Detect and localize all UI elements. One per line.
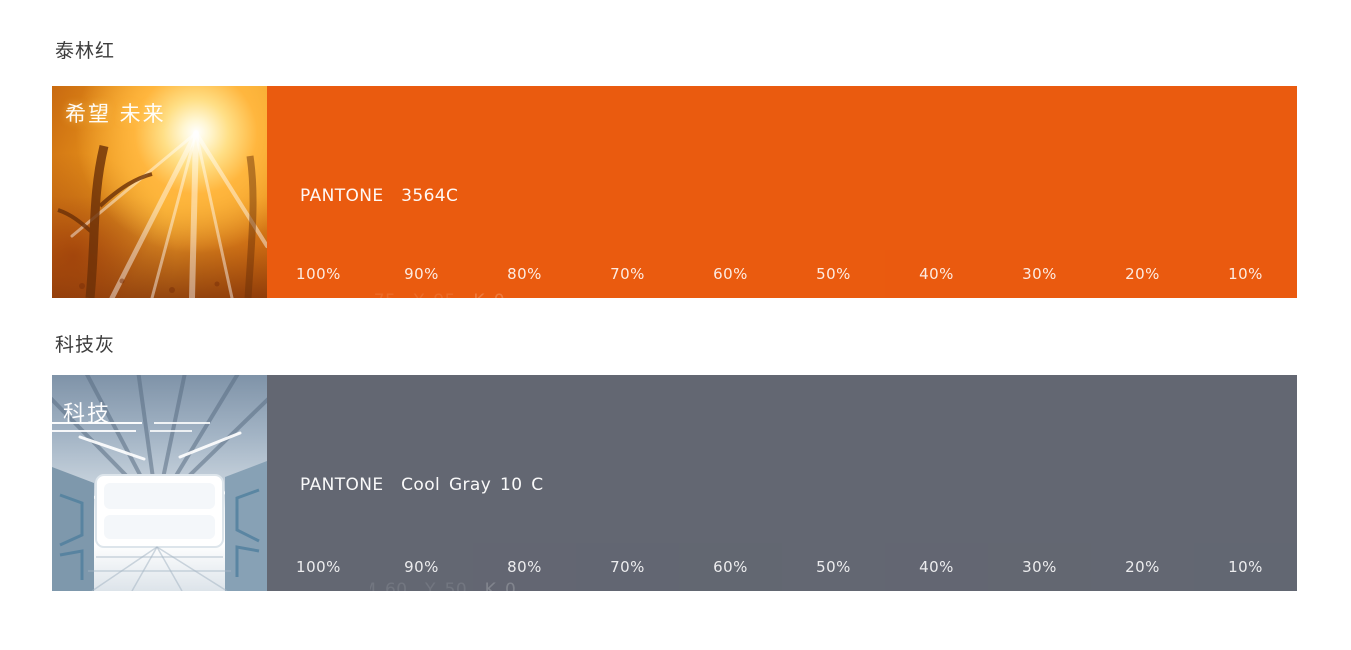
- primary-color-panel: PANTONE 3564C C 0 M 75 Y 95 K 0 R 255 G …: [267, 86, 1297, 416]
- tint-swatch: 80%: [473, 543, 576, 591]
- pantone-value: PANTONE Cool Gray 10 C: [300, 475, 544, 495]
- primary-color-band: 希望 未来 PANTONE 3564C C 0 M 75 Y 95 K 0 R …: [52, 86, 1297, 416]
- image-slogan-text: 希望 未来: [65, 102, 166, 126]
- tint-swatch: 10%: [1194, 543, 1297, 591]
- tint-swatch: 40%: [885, 543, 988, 591]
- tint-swatch: 80%: [473, 250, 576, 298]
- tint-scale: 100% 90% 80% 70% 60% 50% 40% 30% 20% 10%: [267, 250, 1297, 298]
- caption-underline: [52, 422, 210, 424]
- tint-swatch: 50%: [782, 543, 885, 591]
- section-title-secondary-color: 科技灰: [55, 334, 116, 356]
- tint-swatch: 60%: [679, 250, 782, 298]
- tint-swatch: 30%: [988, 543, 1091, 591]
- tint-swatch: 40%: [885, 250, 988, 298]
- secondary-color-band: 科技 PANTONE Cool Gray 10 C C 70 M 60 Y 50…: [52, 375, 1297, 600]
- tint-swatch: 90%: [370, 543, 473, 591]
- autumn-rays-art: [57, 130, 267, 298]
- tint-swatch: 20%: [1091, 543, 1194, 591]
- scifi-corridor-image: 科技: [52, 375, 267, 591]
- color-spec-block: PANTONE Cool Gray 10 C C 70 M 60 Y 50 K …: [300, 398, 544, 650]
- tint-swatch: 70%: [576, 543, 679, 591]
- secondary-color-panel: PANTONE Cool Gray 10 C C 70 M 60 Y 50 K …: [267, 375, 1297, 600]
- autumn-forest-image: 希望 未来: [52, 86, 267, 298]
- tint-swatch: 90%: [370, 250, 473, 298]
- tint-scale: 100% 90% 80% 70% 60% 50% 40% 30% 20% 10%: [267, 543, 1297, 591]
- tint-swatch: 30%: [988, 250, 1091, 298]
- tint-swatch: 100%: [267, 250, 370, 298]
- tint-swatch: 100%: [267, 543, 370, 591]
- pantone-value: PANTONE 3564C: [300, 186, 459, 206]
- tint-swatch: 60%: [679, 543, 782, 591]
- caption-underline: [52, 430, 192, 432]
- section-title-primary-color: 泰林红: [55, 40, 116, 62]
- tint-swatch: 20%: [1091, 250, 1194, 298]
- tint-swatch: 70%: [576, 250, 679, 298]
- tint-swatch: 50%: [782, 250, 885, 298]
- scifi-corridor-art: [52, 375, 267, 591]
- tint-swatch: 10%: [1194, 250, 1297, 298]
